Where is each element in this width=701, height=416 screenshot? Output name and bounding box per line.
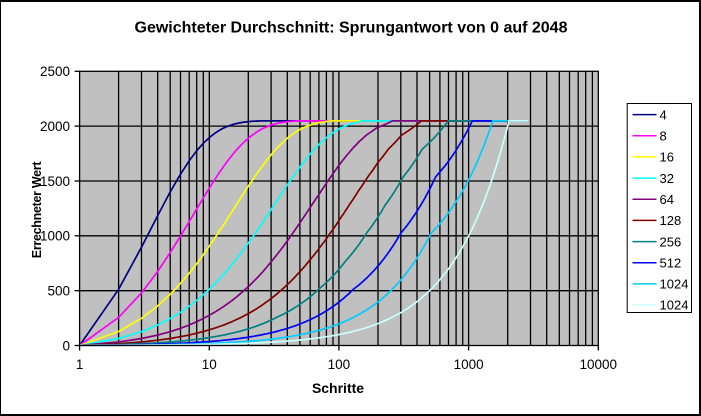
svg-text:128: 128 xyxy=(660,213,682,228)
svg-text:2500: 2500 xyxy=(40,64,70,79)
svg-text:1024: 1024 xyxy=(660,277,689,292)
svg-text:Gewichteter Durchschnitt: Spru: Gewichteter Durchschnitt: Sprungantwort … xyxy=(135,20,568,37)
svg-text:100: 100 xyxy=(328,357,351,372)
svg-text:1500: 1500 xyxy=(40,174,70,189)
svg-text:8: 8 xyxy=(660,129,667,144)
svg-text:Errechneter Wert: Errechneter Wert xyxy=(30,161,44,259)
svg-text:1000: 1000 xyxy=(40,229,70,244)
svg-text:Schritte: Schritte xyxy=(312,380,364,396)
svg-text:1024: 1024 xyxy=(660,298,689,313)
svg-text:16: 16 xyxy=(660,150,674,165)
svg-text:32: 32 xyxy=(660,171,674,186)
svg-text:64: 64 xyxy=(660,192,674,207)
svg-text:10000: 10000 xyxy=(580,357,618,372)
svg-text:2000: 2000 xyxy=(40,119,70,134)
svg-text:1: 1 xyxy=(76,357,84,372)
svg-text:10: 10 xyxy=(202,357,217,372)
svg-text:256: 256 xyxy=(660,234,682,249)
svg-text:1000: 1000 xyxy=(454,357,484,372)
svg-text:4: 4 xyxy=(660,107,667,122)
svg-text:0: 0 xyxy=(62,338,70,353)
svg-text:512: 512 xyxy=(660,255,682,270)
svg-text:500: 500 xyxy=(47,284,70,299)
